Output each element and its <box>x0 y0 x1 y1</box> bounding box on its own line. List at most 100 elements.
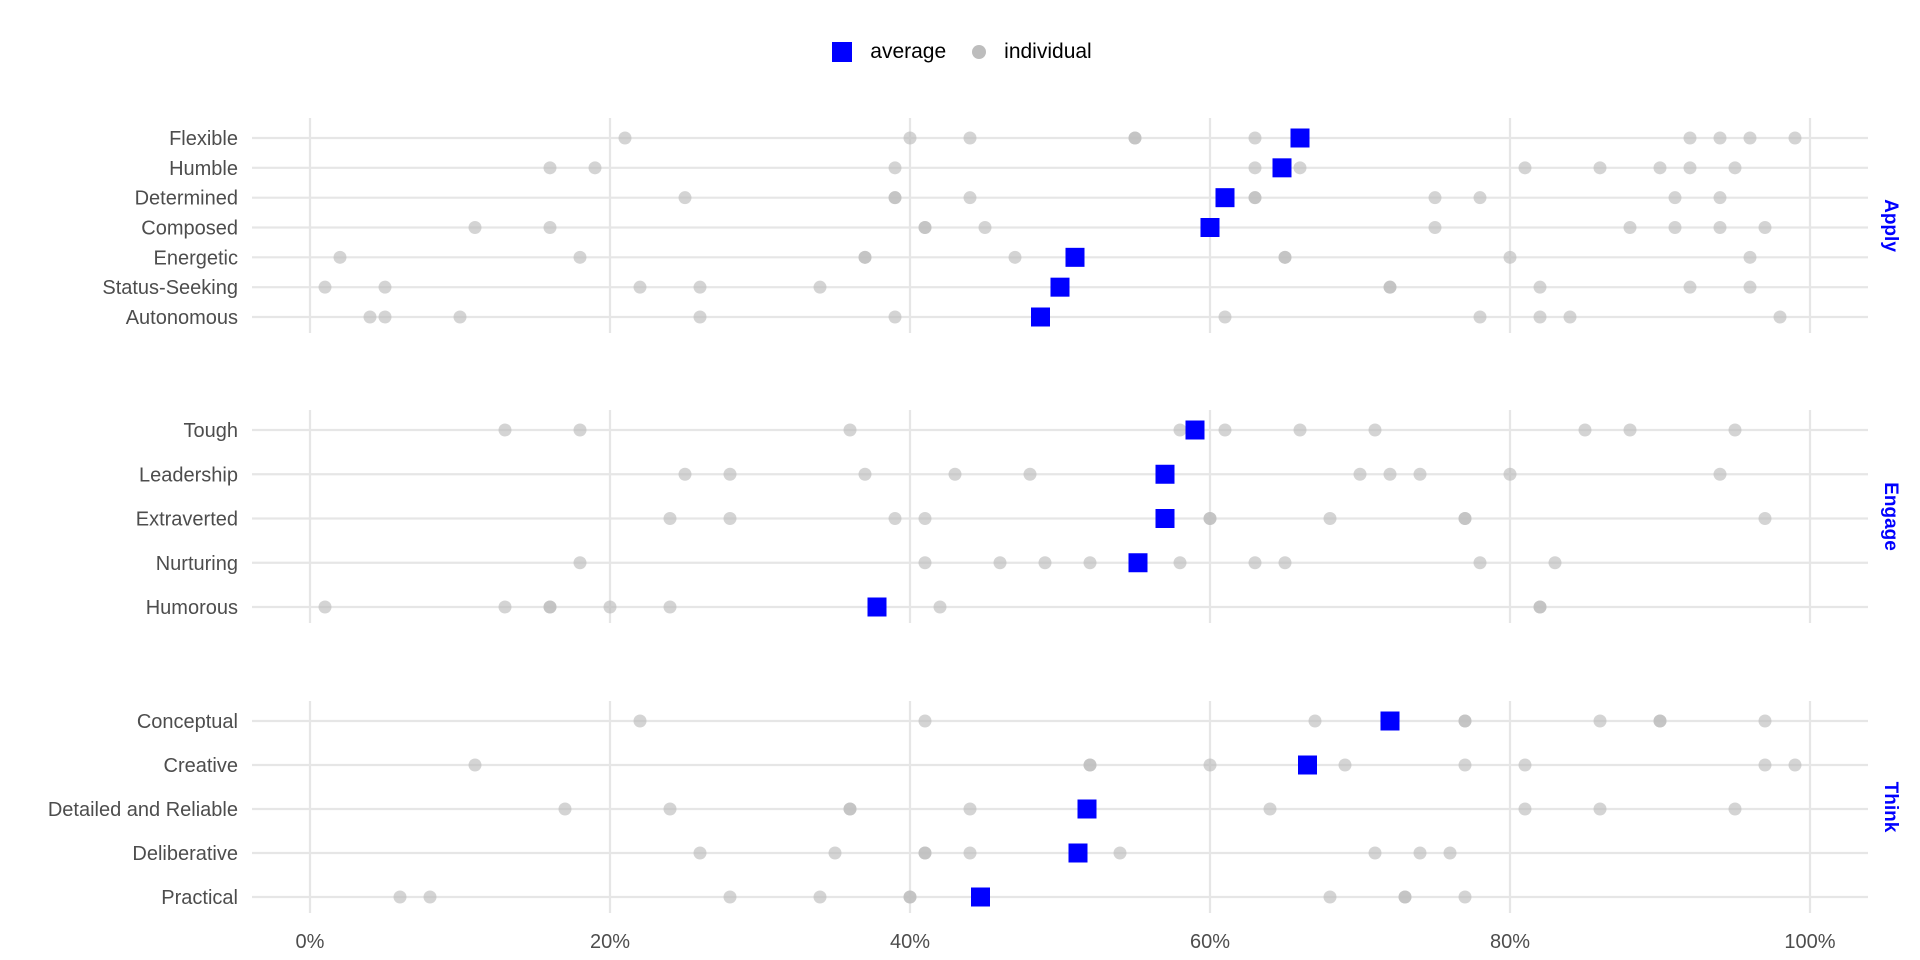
individual-point <box>1788 131 1802 145</box>
facet-strip-label: Think <box>1880 782 1901 833</box>
average-point <box>1050 277 1070 297</box>
legend-item-average: average <box>832 40 946 64</box>
average-point <box>1380 711 1400 731</box>
x-tick-label: 20% <box>590 931 630 953</box>
individual-point <box>843 802 857 816</box>
individual-point <box>663 512 677 525</box>
category-label: Humorous <box>146 597 238 619</box>
category-label: Autonomous <box>126 307 238 329</box>
individual-point <box>1593 714 1607 728</box>
individual-point <box>1263 802 1277 816</box>
individual-point <box>1368 423 1382 437</box>
average-point <box>1272 158 1292 178</box>
individual-point <box>573 556 587 570</box>
x-tick-label: 100% <box>1784 931 1835 953</box>
individual-point <box>1383 467 1397 481</box>
category-label: Conceptual <box>137 711 238 733</box>
individual-point <box>663 802 677 816</box>
individual-point <box>1503 467 1517 481</box>
category-label: Deliberative <box>132 843 238 865</box>
individual-point <box>1653 714 1667 728</box>
individual-point <box>1743 250 1757 264</box>
facet-strip-label: Apply <box>1880 199 1901 252</box>
legend-average-swatch <box>832 42 853 62</box>
individual-point <box>963 131 977 145</box>
facet-strip-label: Engage <box>1880 482 1901 551</box>
individual-point <box>318 600 332 614</box>
individual-point <box>453 310 467 324</box>
category-label: Detailed and Reliable <box>48 799 238 821</box>
individual-point <box>1533 600 1547 614</box>
individual-point <box>1308 714 1322 728</box>
individual-point <box>1368 846 1382 860</box>
legend-item-individual: individual <box>972 40 1092 64</box>
individual-point <box>1593 802 1607 816</box>
individual-point <box>1113 846 1127 860</box>
legend-individual-label: individual <box>1004 40 1092 63</box>
individual-point <box>678 467 692 481</box>
individual-point <box>1083 556 1097 570</box>
individual-point <box>1413 846 1427 860</box>
individual-point <box>903 131 917 145</box>
individual-point <box>693 846 707 860</box>
individual-point <box>1443 846 1457 860</box>
individual-point <box>603 600 617 614</box>
individual-point <box>1743 280 1757 294</box>
individual-point <box>378 280 392 294</box>
individual-point <box>1713 221 1727 234</box>
individual-point <box>1668 191 1682 205</box>
individual-point <box>693 280 707 294</box>
individual-point <box>543 221 557 234</box>
individual-point <box>1518 802 1532 816</box>
individual-point <box>1533 280 1547 294</box>
individual-point <box>1518 161 1532 175</box>
individual-point <box>1008 250 1022 264</box>
individual-point <box>1758 758 1772 772</box>
individual-point <box>1248 131 1262 145</box>
individual-point <box>1773 310 1787 324</box>
individual-point <box>663 600 677 614</box>
individual-point <box>888 191 902 205</box>
individual-point <box>1248 161 1262 175</box>
average-point <box>1200 218 1220 237</box>
legend: average individual <box>0 40 1920 64</box>
individual-point <box>1653 161 1667 175</box>
individual-point <box>1323 512 1337 525</box>
individual-point <box>918 221 932 234</box>
individual-point <box>588 161 602 175</box>
individual-point <box>918 556 932 570</box>
individual-point <box>1683 131 1697 145</box>
individual-point <box>1023 467 1037 481</box>
individual-point <box>1458 714 1472 728</box>
individual-point <box>633 714 647 728</box>
individual-point <box>1713 131 1727 145</box>
category-label: Flexible <box>169 128 238 150</box>
individual-point <box>543 161 557 175</box>
individual-point <box>1758 221 1772 234</box>
individual-point <box>1578 423 1592 437</box>
category-label: Humble <box>169 158 238 180</box>
individual-point <box>393 890 407 904</box>
individual-point <box>1683 161 1697 175</box>
category-label: Creative <box>164 755 238 777</box>
individual-point <box>1713 191 1727 205</box>
category-label: Energetic <box>154 247 239 269</box>
x-tick-label: 40% <box>890 931 930 953</box>
individual-point <box>573 423 587 437</box>
individual-point <box>498 423 512 437</box>
x-tick-label: 0% <box>296 931 325 953</box>
individual-point <box>1203 758 1217 772</box>
x-tick-label: 60% <box>1190 931 1230 953</box>
individual-point <box>993 556 1007 570</box>
category-label: Extraverted <box>136 509 238 531</box>
legend-average-label: average <box>870 40 947 63</box>
individual-point <box>888 310 902 324</box>
individual-point <box>1083 758 1097 772</box>
individual-point <box>633 280 647 294</box>
individual-point <box>723 467 737 481</box>
average-point <box>1128 553 1148 573</box>
individual-point <box>1593 161 1607 175</box>
individual-point <box>1728 423 1742 437</box>
average-point <box>1298 755 1317 775</box>
individual-point <box>1323 890 1337 904</box>
